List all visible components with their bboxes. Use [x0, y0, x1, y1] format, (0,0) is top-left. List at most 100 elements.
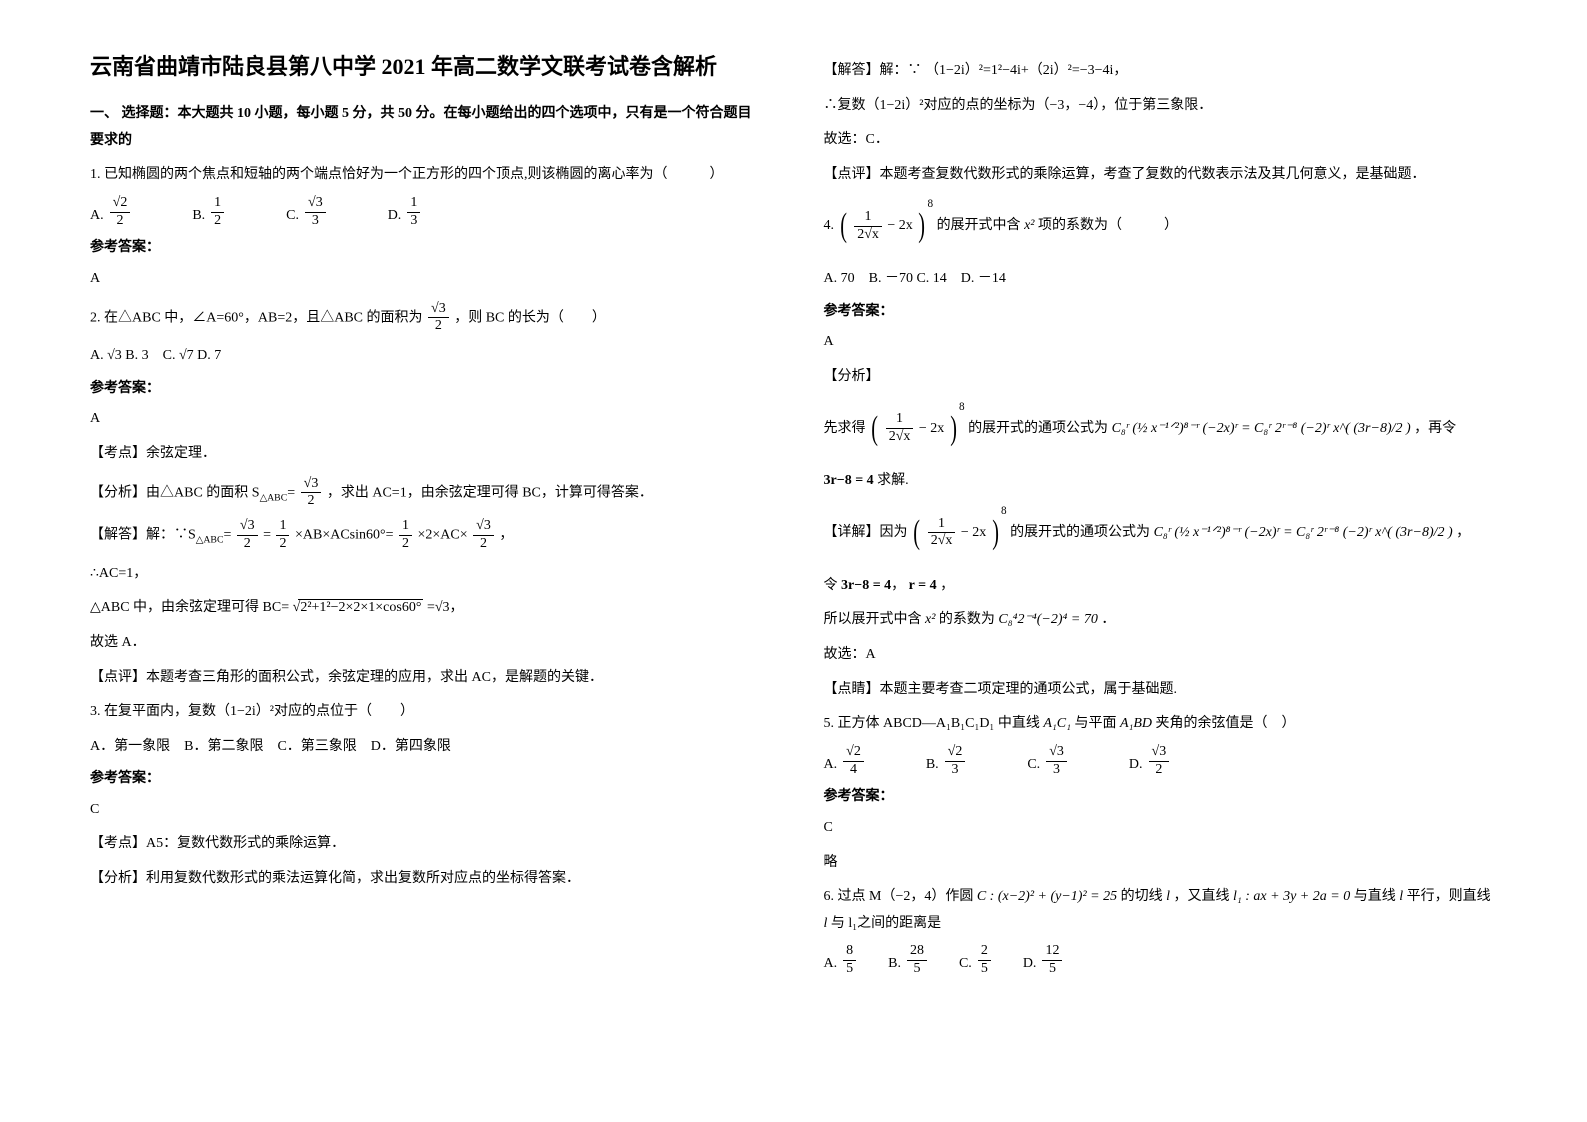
q5-options: A. √24 B. √23 C. √33 D. √32	[824, 744, 1498, 779]
q4-fenxi-a: 先求得	[824, 421, 866, 436]
q4-suoyi-b: 的系数为	[939, 612, 995, 627]
q5-answer: C	[824, 815, 1498, 842]
q1-opt-c-frac: √3 3	[305, 195, 326, 230]
q4-minus2x: − 2x	[887, 219, 912, 234]
q2-stem: 2. 在△ABC 中，∠A=60°，AB=2，且△ABC 的面积为 √3 2 ，…	[90, 301, 764, 336]
q4-fenxi-line: 先求得 ( 12√x − 2x )8 的展开式的通项公式为 C₈ʳ (½ x⁻¹…	[824, 397, 1498, 461]
q2-bc-root: 2²+1²−2×2×1×cos60°	[293, 595, 424, 622]
q6-l1: l₁ : ax + 3y + 2a = 0	[1233, 889, 1350, 904]
q4-ling-line: 令 3r−8 = 4， r = 4 ，	[824, 573, 1498, 600]
q3-fenxi: 【分析】利用复数代数形式的乘法运算化简，求出复数所对应点的坐标得答案．	[90, 866, 764, 893]
q4-main-frac: 1 2√x	[854, 209, 882, 244]
q4-ling-b: ，	[940, 578, 954, 593]
q4-suoyi-line: 所以展开式中含 x² 的系数为 C₈⁴2⁻⁴(−2)⁴ = 70 ．	[824, 607, 1498, 634]
q4-3r84: 3r−8 = 4	[824, 473, 874, 488]
q1-stem: 1. 已知椭圆的两个焦点和短轴的两个端点恰好为一个正方形的四个顶点,则该椭圆的离…	[90, 162, 764, 189]
q5-opt-d: D. √32	[1129, 744, 1171, 779]
q3-kaodian: 【考点】A5：复数代数形式的乘除运算．	[90, 831, 764, 858]
q3-stem: 3. 在复平面内，复数（1−2i）²对应的点位于（ ）	[90, 699, 764, 726]
q3-options: A．第一象限 B．第二象限 C．第三象限 D．第四象限	[90, 734, 764, 761]
q4-r4: r = 4	[909, 578, 937, 593]
q5-a1c1: A₁C₁	[1043, 716, 1071, 731]
q2-stem-a: 2. 在△ABC 中，∠A=60°，AB=2，且△ABC 的面积为	[90, 310, 423, 325]
q3-jieda-a: 【解答】解：∵ （1−2i）²=1²−4i+（2i）²=−3−4i，	[824, 58, 1498, 85]
left-column: 云南省曲靖市陆良县第八中学 2021 年高二数学文联考试卷含解析 一、 选择题：…	[90, 50, 764, 984]
q1-answer: A	[90, 266, 764, 293]
q4-tongxiang: C₈ʳ (½ x⁻¹ᐟ²)⁸⁻ʳ (−2x)ʳ = C₈ʳ 2ʳ⁻⁸ (−2)ʳ…	[1112, 421, 1411, 436]
section-1-heading: 一、 选择题：本大题共 10 小题，每小题 5 分，共 50 分。在每小题给出的…	[90, 101, 764, 154]
q5-stem-a: 5. 正方体 ABCD—A₁B₁C₁D₁ 中直线	[824, 716, 1040, 731]
q1-opt-c-label: C.	[286, 203, 299, 230]
q4-x2: x²	[1024, 219, 1034, 234]
q2-fenxi-frac: √3 2	[301, 476, 322, 511]
q2-jieda-c: ×2×AC×	[418, 528, 468, 543]
document-title: 云南省曲靖市陆良县第八中学 2021 年高二数学文联考试卷含解析	[90, 50, 764, 83]
q2-fenxi-a: 【分析】由△ABC 的面积 S	[90, 485, 260, 500]
q2-jieda-d: ，	[499, 528, 513, 543]
q2-answer: A	[90, 406, 764, 433]
q4-fenxi-c: ，再令	[1414, 421, 1456, 436]
q1-opt-d-label: D.	[388, 203, 402, 230]
q2-bc: △ABC 中，由余弦定理可得 BC= 2²+1²−2×2×1×cos60° =√…	[90, 595, 764, 622]
q2-stem-b: ，则 BC 的长为（ ）	[454, 310, 606, 325]
q1-opt-c: C. √3 3	[286, 195, 328, 230]
q4-fenxi-d-line: 3r−8 = 4 求解.	[824, 468, 1498, 495]
q2-dianping: 【点评】本题考查三角形的面积公式，余弦定理的应用，求出 AC，是解题的关键．	[90, 665, 764, 692]
q1-opt-a: A. √2 2	[90, 195, 132, 230]
q1-opt-a-label: A.	[90, 203, 104, 230]
q1-opt-b: B. 1 2	[192, 195, 226, 230]
q4-xiangjie-a: 【详解】因为	[824, 525, 908, 540]
q2-bc-a: △ABC 中，由余弦定理可得 BC=	[90, 600, 289, 615]
q5-a1bd: A₁BD	[1120, 716, 1152, 731]
q6-stem-a: 6. 过点 M（−2，4）作圆	[824, 889, 974, 904]
q5-answer-label: 参考答案：	[824, 784, 1498, 811]
q6-opt-a: A. 85	[824, 943, 859, 978]
q6-stem-e: 平行，则直线	[1407, 889, 1491, 904]
q6-stem-f: 与 l₁之间的距离是	[831, 916, 941, 931]
q6-opt-c: C. 25	[959, 943, 993, 978]
q1-opt-d: D. 1 3	[388, 195, 423, 230]
q4-options: A. 70 B. －70 C. 14 D. －14	[824, 266, 1498, 293]
q4-xiangjie-b: 的展开式的通项公式为	[1010, 525, 1150, 540]
q6-opt-d: D. 125	[1023, 943, 1065, 978]
q4-stem-a: 4.	[824, 219, 835, 234]
q6-stem-d: 与直线	[1354, 889, 1396, 904]
q4-fenxi-d: 求解.	[877, 473, 909, 488]
q4-ling: 令	[824, 578, 838, 593]
q4-guxuan: 故选：A	[824, 642, 1498, 669]
q4-c42470: C₈⁴2⁻⁴(−2)⁴ = 70	[998, 612, 1097, 627]
q2-fenxi-b: ，求出 AC=1，由余弦定理可得 BC，计算可得答案．	[327, 485, 653, 500]
q2-kaodian: 【考点】余弦定理．	[90, 441, 764, 468]
q4-dianjing: 【点睛】本题主要考查二项定理的通项公式，属于基础题.	[824, 677, 1498, 704]
q2-jieda-b: ×AB×ACsin60°=	[295, 528, 394, 543]
q4-answer: A	[824, 329, 1498, 356]
q1-opt-b-frac: 1 2	[211, 195, 224, 230]
q6-circle: C : (x−2)² + (y−1)² = 25	[977, 889, 1117, 904]
q2-stem-frac: √3 2	[428, 301, 449, 336]
q4-suoyi-a: 所以展开式中含	[824, 612, 922, 627]
q2-answer-label: 参考答案：	[90, 376, 764, 403]
q3-answer: C	[90, 797, 764, 824]
lparen-icon: (	[840, 194, 847, 258]
right-column: 【解答】解：∵ （1−2i）²=1²−4i+（2i）²=−3−4i， ∴复数（1…	[824, 50, 1498, 984]
q5-opt-a: A. √24	[824, 744, 866, 779]
q5-stem-b: 与平面	[1074, 716, 1116, 731]
q4-xiangjie-c: ，	[1456, 525, 1470, 540]
q2-bc-b: =√3，	[427, 600, 464, 615]
q2-ac1: ∴AC=1，	[90, 561, 764, 588]
q3-dianping: 【点评】本题考查复数代数形式的乘除运算，考查了复数的代数表示法及其几何意义，是基…	[824, 162, 1498, 189]
q6-options: A. 85 B. 285 C. 25 D. 125	[824, 943, 1498, 978]
q4-answer-label: 参考答案：	[824, 299, 1498, 326]
q2-fenxi: 【分析】由△ABC 的面积 S△ABC= √3 2 ，求出 AC=1，由余弦定理…	[90, 476, 764, 511]
q4-stem-b: 的展开式中含	[937, 219, 1021, 234]
q5-lue: 略	[824, 850, 1498, 877]
q1-opt-b-label: B.	[192, 203, 205, 230]
q5-stem: 5. 正方体 ABCD—A₁B₁C₁D₁ 中直线 A₁C₁ 与平面 A₁BD 夹…	[824, 711, 1498, 738]
q6-stem-b: 的切线	[1121, 889, 1163, 904]
q4-stem-c: 项的系数为（ ）	[1038, 219, 1178, 234]
q3-guxuan: 故选：C．	[824, 127, 1498, 154]
q1-opt-a-frac: √2 2	[110, 195, 131, 230]
q4-fenxi-b: 的展开式的通项公式为	[968, 421, 1108, 436]
q1-answer-label: 参考答案：	[90, 235, 764, 262]
q4-xiangjie-line: 【详解】因为 ( 12√x − 2x )8 的展开式的通项公式为 C₈ʳ (½ …	[824, 501, 1498, 565]
